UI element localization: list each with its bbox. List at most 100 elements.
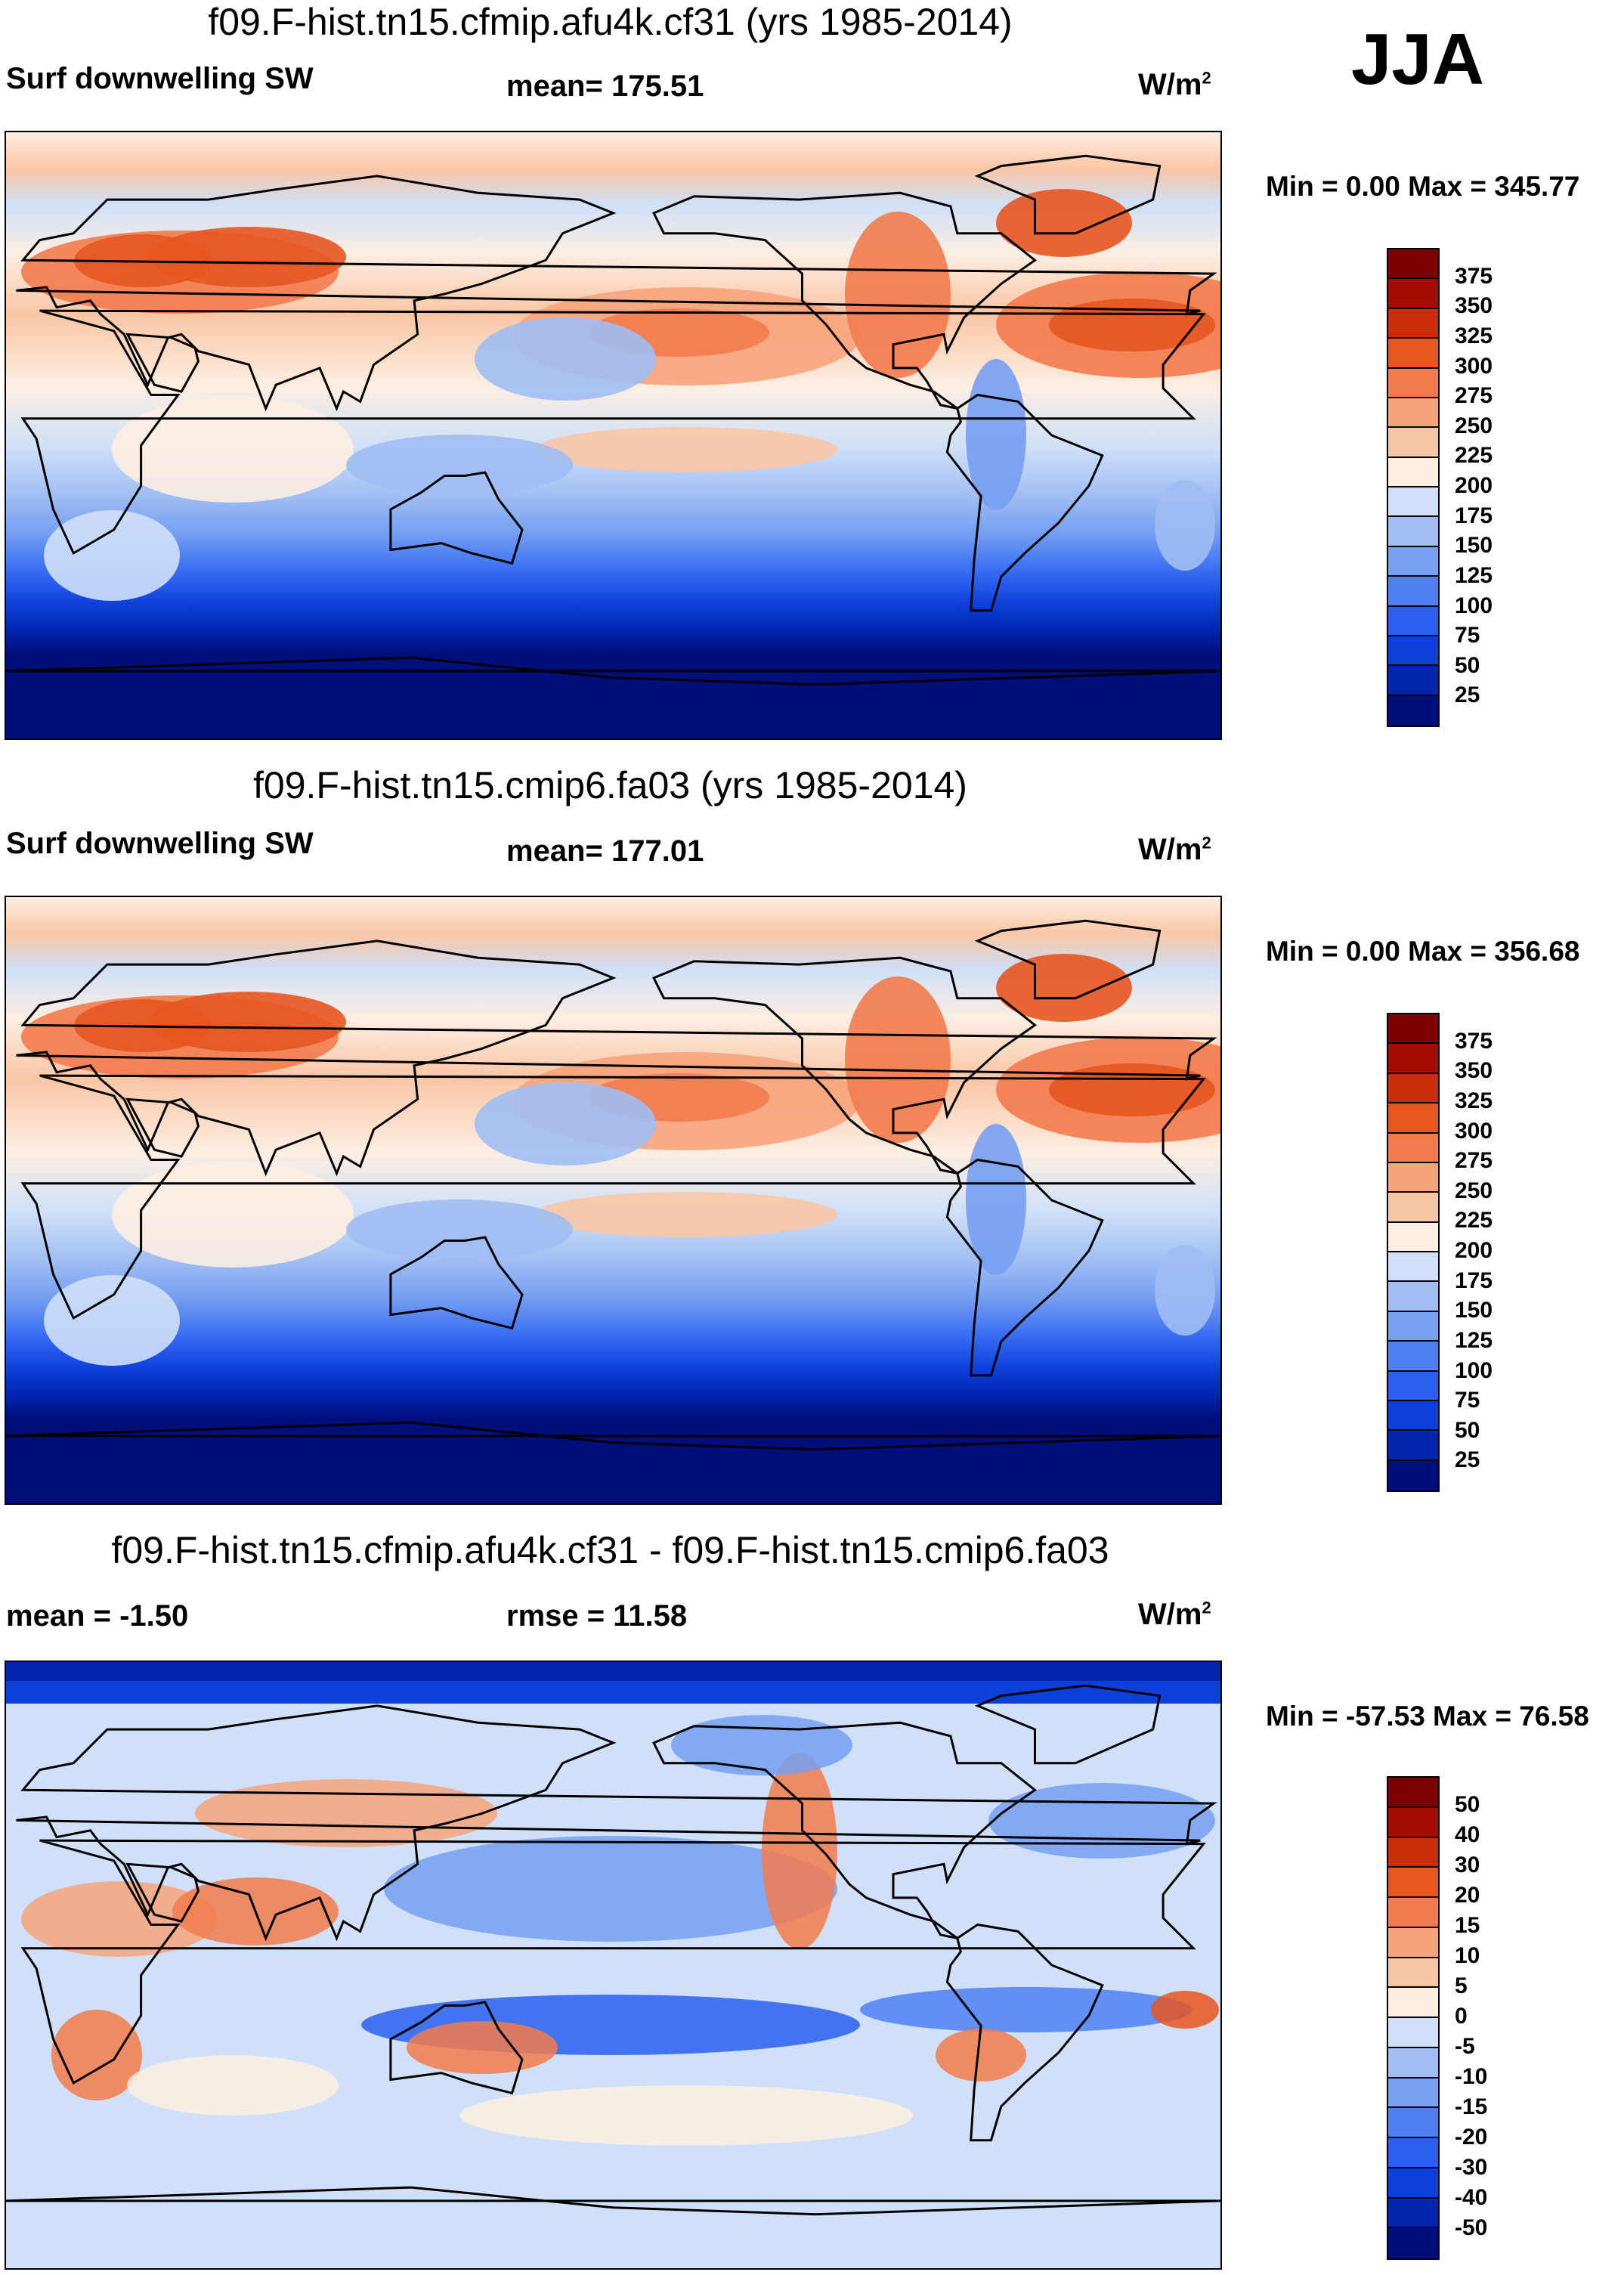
field-blob [407, 2021, 558, 2074]
field-blob [860, 1987, 1192, 2032]
map-field [6, 1662, 1220, 2268]
field-blob [44, 510, 180, 601]
colorbar-tick-label: 375 [1455, 1028, 1493, 1054]
field-blob [459, 2085, 913, 2146]
coastline-africa [20, 1839, 1206, 2085]
field-blob [996, 954, 1132, 1022]
panel3-map-field [6, 1662, 1220, 2268]
panel1-colorbar-labels: 375 350 325 300 275 250 225 200 175 150 125 100 75 50… [1455, 248, 1530, 727]
colorbar-tick-label: 25 [1455, 1447, 1480, 1473]
colorbar-tick-label: 50 [1455, 652, 1480, 678]
colorbar-tick-label: -15 [1455, 2094, 1488, 2119]
coastline-samerica [945, 393, 1104, 612]
panel2-mean-label: mean= 177.01 [506, 834, 704, 868]
field-blob [1151, 1991, 1219, 2029]
panel3-colorbar-labels: 50 40 30 20 15 10 5 0 -5 -10 -15 -20 -30 -40 -50 [1455, 1776, 1530, 2260]
colorbar-swatch [1388, 577, 1438, 607]
colorbar-swatch [1388, 1837, 1438, 1868]
panel2-units: W/m2 [1138, 833, 1211, 866]
coastline-namerica [652, 191, 1038, 410]
panel1-units: W/m2 [1138, 68, 1211, 101]
colorbar-tick-label: 325 [1455, 323, 1493, 348]
colorbar-tick-label: 100 [1455, 593, 1493, 618]
colorbar-tick-label: 275 [1455, 383, 1493, 409]
panel2-variable-label: Surf downwelling SW [6, 827, 314, 860]
colorbar-tick-label: -10 [1455, 2064, 1488, 2089]
coastlines [6, 1684, 1220, 2216]
panel3-units: W/m2 [1138, 1598, 1211, 1631]
colorbar-swatch [1388, 1103, 1438, 1134]
panel2-map-field [6, 897, 1220, 1503]
colorbar-swatch [1388, 1460, 1438, 1490]
panel3-title: f09.F-hist.tn15.cfmip.afu4k.cf31 - f09.F… [111, 1529, 1109, 1571]
colorbar-tick-label: 150 [1455, 533, 1493, 559]
coastline-eurasia [16, 175, 1217, 412]
colorbar-tick-label: -5 [1455, 2034, 1475, 2059]
field-blob [44, 1275, 180, 1366]
colorbar-swatch [1388, 398, 1438, 429]
field-blob [346, 435, 573, 495]
panel3-map [5, 1661, 1222, 2270]
field-blob [112, 1162, 354, 1268]
panel2-title: f09.F-hist.tn15.cmip6.fa03 (yrs 1985-201… [253, 764, 967, 806]
colorbar-tick-label: 250 [1455, 1178, 1493, 1203]
colorbar-swatch [1388, 1988, 1438, 2018]
colorbar-swatch [1388, 606, 1438, 636]
coastline-greenland [974, 154, 1162, 235]
colorbar-tick-label: 375 [1455, 263, 1493, 289]
colorbar-swatch [1388, 1927, 1438, 1958]
colorbar-swatch [1388, 2108, 1438, 2138]
colorbar-tick-label: 0 [1455, 2004, 1468, 2029]
colorbar-swatch [1388, 457, 1438, 488]
field-blob [127, 2055, 339, 2116]
colorbar-tick-label: 100 [1455, 1357, 1493, 1383]
field-blob [966, 1124, 1026, 1275]
coastline-eurasia [16, 939, 1217, 1177]
colorbar-swatch [1388, 695, 1438, 726]
colorbar-tick-label: 225 [1455, 1208, 1493, 1233]
field-blob [936, 2029, 1026, 2082]
colorbar-swatch [1388, 1868, 1438, 1898]
field-blob [195, 1779, 497, 1847]
coastline-australia [389, 1236, 524, 1330]
coastline-australia [389, 2001, 524, 2095]
coastline-antarctic [6, 2186, 1220, 2216]
colorbar-tick-label: 175 [1455, 1268, 1493, 1293]
field-blob [996, 189, 1132, 257]
panel3-mean-label: mean = -1.50 [6, 1599, 189, 1633]
coastline-samerica [945, 1158, 1104, 1377]
colorbar-tick-label: 300 [1455, 353, 1493, 379]
coastline-namerica [652, 1721, 1038, 1939]
colorbar-swatch [1388, 1193, 1438, 1223]
coastline-greenland [974, 919, 1162, 1000]
field-blob [845, 212, 951, 378]
colorbar-swatch [1388, 1778, 1438, 1808]
coastline-arabia [125, 1097, 200, 1158]
field-blob [1155, 480, 1215, 571]
colorbar-swatch [1388, 1044, 1438, 1074]
map-field [6, 132, 1220, 738]
colorbar-tick-label: 75 [1455, 1388, 1480, 1413]
field-blob [535, 1192, 837, 1237]
panel1-map [5, 131, 1222, 740]
colorbar-swatch [1388, 428, 1438, 458]
colorbar-swatch [1388, 1073, 1438, 1104]
panel1-title: f09.F-hist.tn15.cfmip.afu4k.cf31 (yrs 19… [208, 1, 1013, 43]
colorbar-tick-label: 150 [1455, 1298, 1493, 1323]
colorbar-swatch [1388, 488, 1438, 518]
colorbar-tick-label: -20 [1455, 2125, 1488, 2150]
colorbar-tick-label: 200 [1455, 1238, 1493, 1263]
colorbar-swatch [1388, 666, 1438, 696]
colorbar-swatch [1388, 2228, 1438, 2258]
colorbar-swatch [1388, 1133, 1438, 1163]
colorbar-swatch [1388, 1431, 1438, 1461]
coastline-arabia [125, 333, 200, 393]
colorbar-tick-label: 5 [1455, 1973, 1468, 1998]
colorbar-swatch [1388, 279, 1438, 309]
panel2-minmax: Min = 0.00 Max = 356.68 [1266, 936, 1580, 967]
coastline-greenland [974, 1684, 1162, 1765]
coastline-australia [389, 471, 524, 565]
panel2-map [5, 896, 1222, 1505]
colorbar-tick-label: 50 [1455, 1792, 1480, 1817]
field-blob [51, 2010, 142, 2100]
